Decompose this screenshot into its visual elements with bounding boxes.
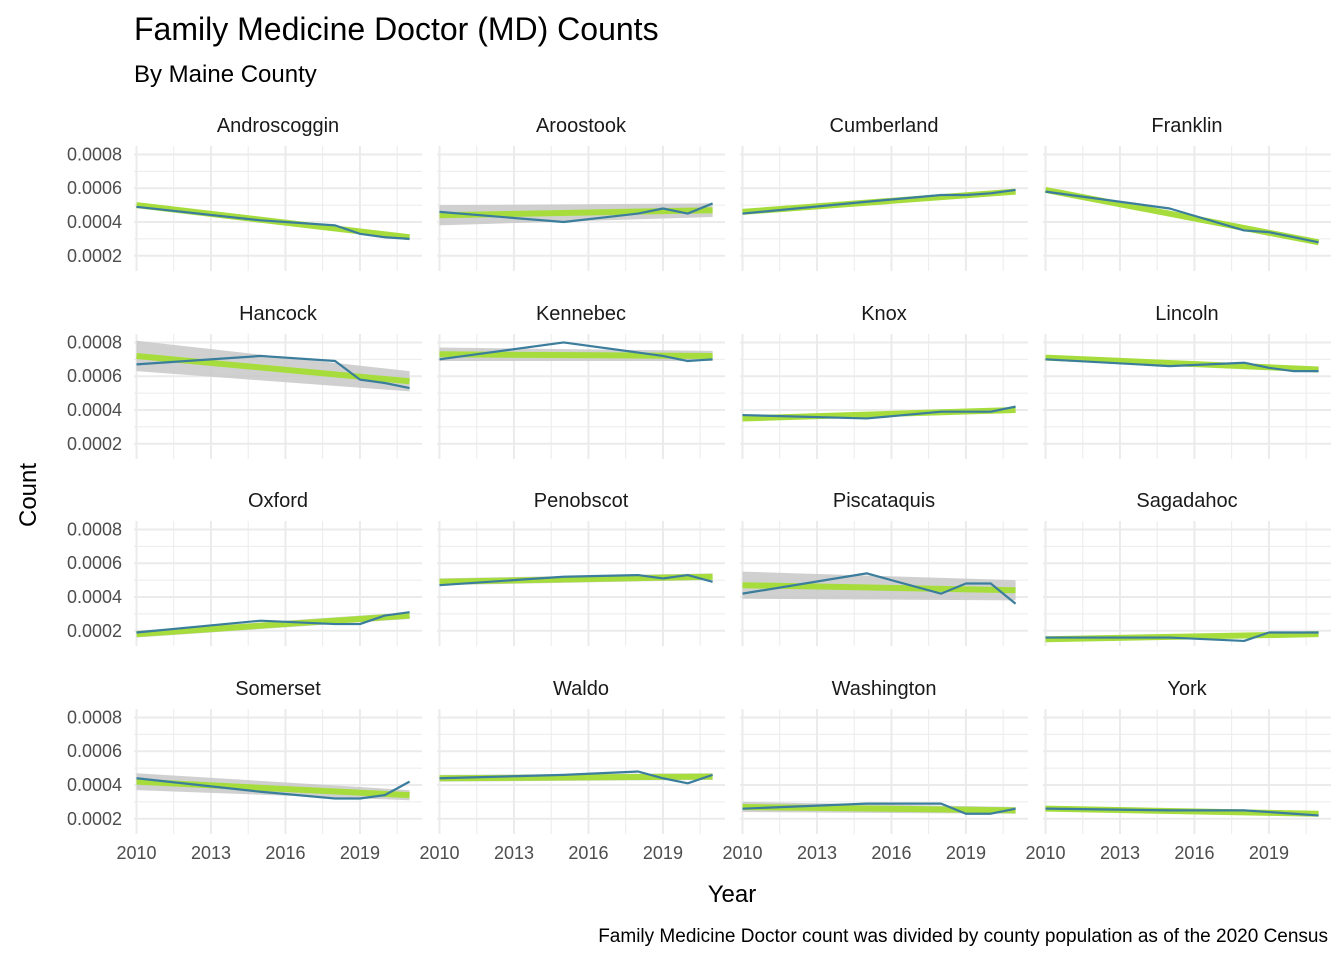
y-tick-label: 0.0004 — [67, 400, 122, 420]
x-tick-label: 2013 — [797, 843, 837, 863]
facet-label: Sagadahoc — [1136, 490, 1237, 512]
facet-label: Hancock — [239, 303, 318, 325]
chart-title: Family Medicine Doctor (MD) Counts — [134, 11, 659, 47]
facet-panel-knox: Knox — [740, 303, 1028, 459]
y-tick-label: 0.0004 — [67, 775, 122, 795]
trend-line — [439, 207, 713, 219]
facet-panel-cumberland: Cumberland — [740, 115, 1028, 271]
facet-label: Somerset — [235, 678, 321, 700]
facet-panel-hancock: Hancock 0.0002 0.0004 0.0006 0.0008 — [67, 303, 422, 459]
x-tick-label: 2016 — [1174, 843, 1214, 863]
facet-panel-washington: Washington 2010 2013 2016 2019 — [722, 678, 1028, 863]
x-tick-label: 2010 — [1025, 843, 1065, 863]
series-line — [439, 573, 713, 587]
facet-panel-lincoln: Lincoln — [1043, 303, 1331, 459]
series-line — [742, 405, 1016, 420]
facet-label: Androscoggin — [217, 115, 339, 137]
y-tick-label: 0.0002 — [67, 434, 122, 454]
x-tick-label: 2010 — [116, 843, 156, 863]
y-tick-label: 0.0006 — [67, 553, 122, 573]
facet-panels: Androscoggin 0.0002 0.0004 0.0006 0.0008 Aroo… — [67, 115, 1331, 863]
x-tick-label: 2016 — [871, 843, 911, 863]
series-line — [1045, 358, 1319, 373]
facet-panel-kennebec: Kennebec — [437, 303, 725, 459]
x-tick-label: 2019 — [1249, 843, 1289, 863]
facet-panel-aroostook: Aroostook — [437, 115, 725, 271]
y-tick-label: 0.0004 — [67, 212, 122, 232]
chart-caption: Family Medicine Doctor count was divided… — [598, 926, 1328, 947]
y-tick-label: 0.0002 — [67, 621, 122, 641]
facet-label: Aroostook — [536, 115, 627, 137]
y-tick-label: 0.0006 — [67, 178, 122, 198]
facet-panel-york: York 2010 2013 2016 2019 — [1025, 678, 1331, 863]
facet-panel-sagadahoc: Sagadahoc — [1043, 490, 1331, 646]
y-tick-label: 0.0002 — [67, 809, 122, 829]
series-line — [1045, 631, 1319, 643]
facet-panel-penobscot: Penobscot — [437, 490, 725, 646]
x-tick-label: 2019 — [340, 843, 380, 863]
facet-panel-franklin: Franklin — [1043, 115, 1331, 271]
y-tick-label: 0.0006 — [67, 741, 122, 761]
facet-label: Oxford — [248, 490, 308, 512]
series-line — [136, 354, 410, 390]
x-tick-label: 2019 — [643, 843, 683, 863]
y-tick-label: 0.0008 — [67, 707, 122, 727]
facet-panel-piscataquis: Piscataquis — [740, 490, 1028, 646]
series-line — [1045, 807, 1319, 817]
y-tick-label: 0.0008 — [67, 519, 122, 539]
facet-label: Lincoln — [1155, 303, 1218, 325]
facet-label: Washington — [832, 678, 937, 700]
facet-panel-somerset: Somerset 0.0002 0.0004 0.0006 0.0008 2010 2013… — [67, 678, 422, 863]
y-axis-title: Count — [15, 463, 42, 527]
y-tick-label: 0.0004 — [67, 587, 122, 607]
facet-label: Kennebec — [536, 303, 626, 325]
facet-panel-waldo: Waldo 2010 2013 2016 2019 — [419, 678, 725, 863]
facet-label: Knox — [861, 303, 907, 325]
x-tick-label: 2016 — [568, 843, 608, 863]
facet-label: Franklin — [1151, 115, 1222, 137]
facet-label: Cumberland — [830, 115, 939, 137]
x-tick-label: 2010 — [722, 843, 762, 863]
x-tick-label: 2016 — [265, 843, 305, 863]
series-line — [742, 572, 1017, 605]
trend-line — [439, 351, 713, 359]
y-tick-label: 0.0002 — [67, 246, 122, 266]
series-line — [1045, 190, 1319, 244]
facet-label: Piscataquis — [833, 490, 935, 512]
x-tick-label: 2013 — [191, 843, 231, 863]
facet-panel-androscoggin: Androscoggin 0.0002 0.0004 0.0006 0.0008 — [67, 115, 422, 271]
x-axis-title: Year — [708, 881, 757, 908]
y-tick-label: 0.0006 — [67, 366, 122, 386]
series-line — [136, 777, 411, 800]
y-tick-label: 0.0008 — [67, 144, 122, 164]
series-line — [136, 611, 410, 634]
x-tick-label: 2013 — [494, 843, 534, 863]
trend-line — [136, 352, 410, 385]
facet-panel-oxford: Oxford 0.0002 0.0004 0.0006 0.0008 — [67, 490, 422, 646]
y-tick-label: 0.0008 — [67, 332, 122, 352]
x-tick-label: 2010 — [419, 843, 459, 863]
chart-subtitle: By Maine County — [134, 61, 317, 88]
x-tick-label: 2013 — [1100, 843, 1140, 863]
series-line — [742, 802, 1016, 815]
x-tick-label: 2019 — [946, 843, 986, 863]
series-line — [439, 202, 714, 224]
series-line — [439, 341, 713, 363]
facet-label: York — [1167, 678, 1207, 700]
trend-line — [136, 612, 410, 638]
series-line — [439, 770, 713, 785]
series-line — [742, 188, 1016, 215]
facet-label: Waldo — [553, 678, 609, 700]
facet-label: Penobscot — [534, 490, 629, 512]
series-line — [136, 205, 410, 241]
